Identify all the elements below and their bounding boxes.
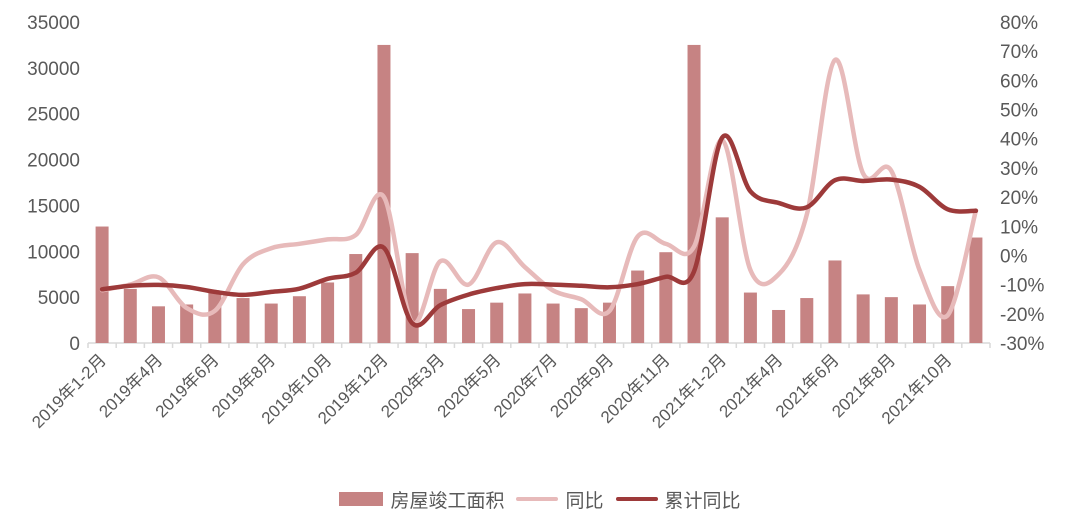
legend-label-yoy: 同比 — [565, 490, 604, 512]
left-axis-tick-label: 20000 — [27, 151, 80, 172]
completion-area-bar — [687, 44, 701, 344]
right-axis-tick-label: -30% — [1000, 334, 1044, 355]
completion-area-bar — [659, 252, 673, 343]
completion-area-bar — [828, 260, 842, 343]
right-axis-tick-label: 70% — [1000, 42, 1038, 63]
right-axis-tick-label: -10% — [1000, 276, 1044, 297]
left-axis-tick-label: 10000 — [27, 242, 80, 263]
completion-area-bar — [462, 309, 476, 343]
cumulative-yoy-line — [99, 133, 979, 328]
completion-area-bar — [123, 288, 137, 343]
chart-canvas: 05000100001500020000250003000035000-30%-… — [27, 13, 1044, 432]
completion-area-bar — [772, 309, 786, 343]
completion-area-bar — [631, 270, 645, 343]
completion-area-bar — [264, 303, 278, 343]
completion-area-bar — [969, 237, 983, 343]
left-axis-tick-label: 15000 — [27, 196, 80, 217]
right-axis-tick-label: 80% — [1000, 13, 1038, 34]
completion-area-bar — [856, 294, 870, 343]
completion-area-bar — [715, 217, 729, 343]
x-axis — [87, 342, 991, 348]
completion-area-bar — [546, 303, 560, 343]
legend-item-yoy: 同比 — [516, 486, 604, 513]
bar-series-completion-area — [95, 44, 983, 344]
completion-area-bar — [95, 226, 109, 343]
right-axis-tick-label: 0% — [1000, 246, 1028, 267]
right-axis-tick-label: 30% — [1000, 159, 1038, 180]
completion-area-bar — [518, 293, 532, 343]
legend-item-cumulative-yoy: 累计同比 — [615, 486, 741, 513]
left-axis-tick-label: 30000 — [27, 59, 80, 80]
left-axis-tick-label: 0 — [69, 334, 80, 355]
right-axis-tick-label: 10% — [1000, 217, 1038, 238]
bar-series-swatch — [339, 492, 384, 506]
completion-area-bar — [151, 306, 165, 343]
completion-area-bar — [292, 296, 306, 343]
right-axis-tick-label: 40% — [1000, 130, 1038, 151]
legend-label-cumulative-yoy: 累计同比 — [664, 490, 741, 512]
right-axis-labels: -30% -20% -10% 0% 10% 20% 30% 40% 50% 60% 70% 80% — [1000, 13, 1044, 355]
completion-area-bar — [208, 290, 222, 343]
left-axis-tick-label: 35000 — [27, 13, 80, 34]
completion-area-bar — [743, 292, 757, 343]
x-axis-labels: 2019年1-2月2019年4月2019年6月2019年8月2019年10月20… — [28, 350, 955, 432]
completion-area-bar — [490, 302, 504, 343]
legend-label-completion-area: 房屋竣工面积 — [390, 490, 505, 512]
right-axis-tick-label: -20% — [1000, 305, 1044, 326]
completion-area-bar — [236, 298, 250, 343]
legend-item-completion-area: 房屋竣工面积 — [339, 486, 504, 513]
completion-area-bar — [433, 288, 447, 343]
completion-area-bar — [800, 298, 814, 343]
right-axis-tick-label: 50% — [1000, 101, 1038, 122]
completion-area-bar — [405, 253, 419, 343]
right-axis-tick-label: 60% — [1000, 71, 1038, 92]
completion-area-bar — [913, 304, 927, 343]
left-axis-tick-label: 5000 — [38, 288, 80, 309]
right-axis-tick-label: 20% — [1000, 188, 1038, 209]
left-axis-labels: 0 5000 10000 15000 20000 25000 30000 35000 — [27, 13, 80, 355]
yoy-line-swatch — [516, 497, 559, 501]
completion-area-bar — [321, 282, 335, 343]
left-axis-tick-label: 25000 — [27, 105, 80, 126]
completion-area-bar — [180, 304, 194, 343]
x-axis-tick-label: 2019年1-2月 — [28, 350, 110, 432]
yoy-line — [99, 57, 979, 326]
cumulative-yoy-line-swatch — [615, 497, 658, 501]
completion-area-bar — [884, 297, 898, 343]
completion-area-bar — [574, 308, 588, 343]
chart-legend: 房屋竣工面积 同比 累计同比 — [0, 478, 1080, 520]
